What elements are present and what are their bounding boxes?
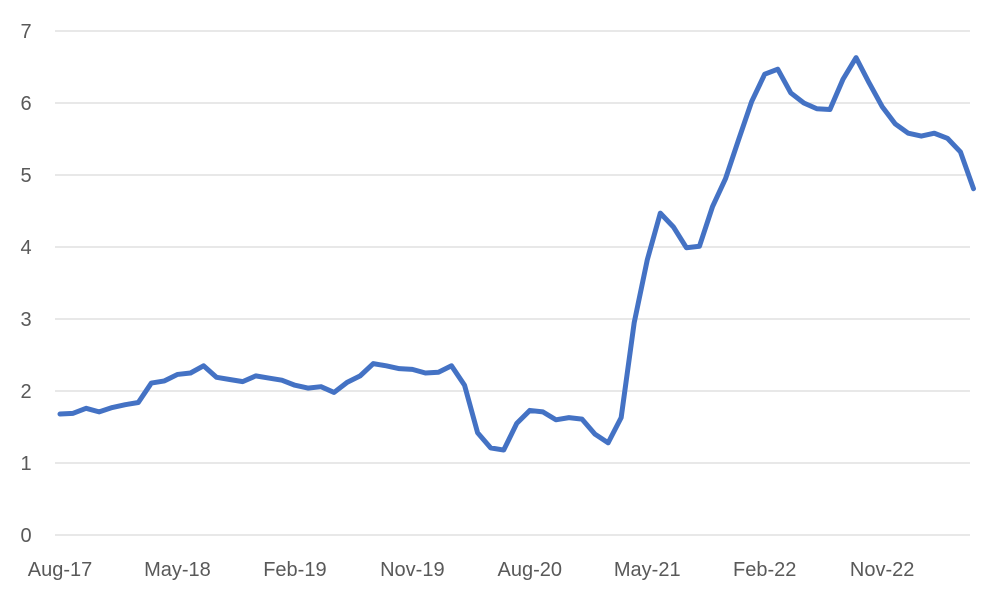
x-tick-label: Feb-19	[263, 559, 326, 581]
x-tick-label: May-18	[144, 559, 211, 581]
y-tick-label: 1	[20, 453, 31, 475]
series-layer	[57, 55, 976, 453]
y-tick-label: 4	[20, 237, 31, 259]
x-tick-label: Aug-20	[498, 559, 563, 581]
x-tick-label: Feb-22	[733, 559, 796, 581]
y-tick-label: 5	[20, 165, 31, 187]
y-tick-label: 6	[20, 93, 31, 115]
gridlines	[55, 30, 970, 536]
y-tick-label: 2	[20, 381, 31, 403]
x-tick-label: May-21	[614, 559, 681, 581]
x-tick-label: Aug-17	[28, 559, 93, 581]
y-axis-tick-labels: 0 1 2 3 4 5 6 7	[20, 21, 31, 547]
y-tick-label: 7	[20, 21, 31, 43]
y-tick-label: 0	[20, 525, 31, 547]
series-line-0	[57, 55, 976, 453]
x-tick-label: Nov-19	[380, 559, 444, 581]
x-axis-tick-labels: Aug-17 May-18 Feb-19 Nov-19 Aug-20 May-21 Feb-…	[28, 559, 915, 581]
x-tick-label: Nov-22	[850, 559, 914, 581]
y-tick-label: 3	[20, 309, 31, 331]
